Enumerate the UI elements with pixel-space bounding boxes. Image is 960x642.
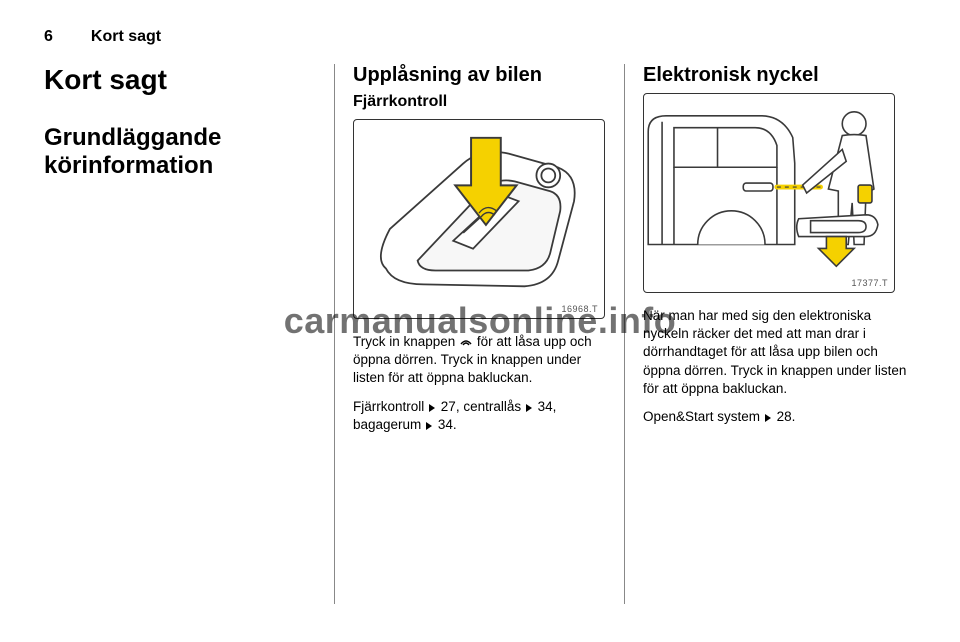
text: . <box>453 417 457 432</box>
column-3: Elektronisk nyckel <box>624 64 914 604</box>
text: , centrallås <box>456 399 525 414</box>
topic-title-electronic-key: Elektronisk nyckel <box>643 64 914 87</box>
topic-title-unlock: Upplåsning av bilen <box>353 64 606 87</box>
ref-page: 34 <box>438 417 453 432</box>
text: . <box>792 409 796 424</box>
ref-icon <box>426 422 432 430</box>
section-title: Kort sagt <box>44 64 316 96</box>
column-1: Kort sagt Grundläggande körinformation <box>44 64 334 604</box>
ref-icon <box>765 414 771 422</box>
text: Tryck in knappen <box>353 334 459 349</box>
unlock-icon <box>459 335 473 347</box>
text: Open&Start system <box>643 409 764 424</box>
para-openstart-ref: Open&Start system 28. <box>643 408 914 426</box>
figure-remote-key: 16968.T <box>353 119 605 319</box>
ref-page: 28 <box>777 409 792 424</box>
figure-label: 17377.T <box>851 278 888 288</box>
page-number: 6 <box>44 28 53 46</box>
section-subtitle: Grundläggande körinformation <box>44 124 316 179</box>
ref-icon <box>526 404 532 412</box>
ref-icon <box>429 404 435 412</box>
ref-page: 34 <box>538 399 553 414</box>
ref-page: 27 <box>441 399 456 414</box>
para-remote-instruction: Tryck in knappen för att låsa upp och öp… <box>353 333 606 388</box>
sub-topic-remote: Fjärrkontroll <box>353 93 606 111</box>
para-electronic-key: När man har med sig den elektroniska nyc… <box>643 307 914 398</box>
column-2: Upplåsning av bilen Fjärrkontroll <box>334 64 624 604</box>
figure-electronic-key: 17377.T <box>643 93 895 293</box>
para-remote-refs: Fjärrkontroll 27, centrallås 34, bagager… <box>353 398 606 434</box>
running-head: Kort sagt <box>91 28 161 46</box>
text: Fjärrkontroll <box>353 399 428 414</box>
figure-label: 16968.T <box>561 304 598 314</box>
